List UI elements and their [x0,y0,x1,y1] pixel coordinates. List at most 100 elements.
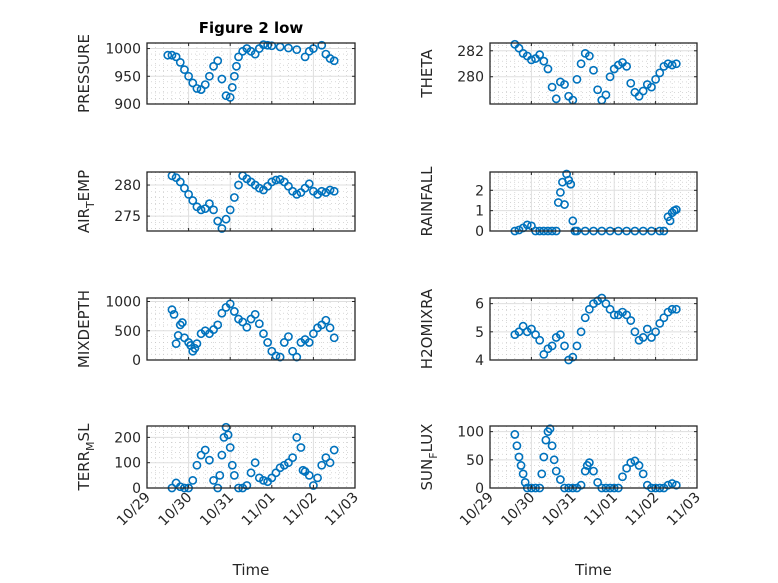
data-point [671,205,681,215]
axes-box [489,297,698,361]
axes-background [147,426,355,488]
y-tick-label: 500 [114,324,141,340]
data-point [522,220,532,230]
data-point [605,72,615,82]
data-point [539,56,549,66]
y-tick-label: 50 [466,453,484,469]
data-point [543,64,553,74]
data-point [267,177,277,187]
data-point [284,332,293,342]
data-point [329,445,339,455]
y-tick-label: 900 [114,97,141,113]
data-point [292,45,302,55]
data-point [234,52,243,62]
data-point [576,327,586,337]
data-point [626,458,636,468]
data-point [518,321,528,331]
data-point [196,205,206,215]
data-point [225,443,235,452]
data-point [204,455,214,465]
data-point [626,78,636,88]
data-point [225,205,235,215]
data-point [175,320,185,330]
subplot-theta: 280 282 THETA [418,39,698,105]
data-point [618,472,627,482]
data-point [200,445,210,455]
data-point [300,52,310,62]
data-point [180,183,189,193]
data-point [308,329,318,339]
data-point [512,441,522,451]
data-point [329,186,339,196]
data-point [647,333,656,342]
y-tick-label: 6 [475,297,484,313]
data-point [671,59,681,69]
axes-background [490,172,697,231]
y-tick-label: 0 [475,481,484,497]
data-point [229,193,239,202]
data-point [184,71,193,81]
data-point [329,333,339,343]
data-point [638,469,648,479]
data-point [209,205,218,215]
subplot-air_temp: 275 280 AIRTEMP [75,170,356,233]
data-point [634,91,644,101]
data-point [568,216,578,226]
x-tick-label: 10/31 [197,490,237,530]
x-tick-label: 11/03 [322,490,362,530]
data-point [321,315,331,325]
data-point [317,460,327,470]
data-point [232,61,241,71]
data-point [308,481,318,490]
data-point [622,61,632,71]
data-point [566,179,576,189]
data-point [576,59,586,69]
data-point [209,476,218,485]
data-point [560,80,569,89]
data-point [593,477,603,487]
data-point [227,82,237,92]
data-point [634,461,644,470]
data-point [238,317,248,327]
data-point [560,200,569,209]
data-point [296,443,306,452]
data-point [234,180,243,190]
data-point [267,473,277,483]
data-point [589,466,598,476]
data-point [325,185,335,195]
data-point [167,305,177,315]
data-point [535,335,545,345]
data-point [663,59,673,69]
data-point [325,458,335,468]
data-point [292,432,302,442]
subplot-rainfall: 0 1 2 RAINFALL [418,166,698,240]
y-axis-label: PRESSURE [75,34,93,113]
axes-box [489,425,698,489]
data-point [671,304,681,314]
y-tick-label: 0 [132,481,141,497]
data-point [215,470,225,480]
data-point [227,460,237,470]
data-point [642,324,652,334]
data-point [626,316,636,325]
data-point [667,60,677,70]
data-point [254,183,264,193]
data-point [200,80,210,89]
data-point [514,43,524,53]
data-point [304,179,314,189]
data-point [572,74,582,84]
data-point [514,225,524,235]
data-point [217,450,227,460]
data-point [667,304,677,314]
data-point [539,349,549,359]
data-point [177,318,187,327]
data-point [163,50,173,60]
data-point [555,187,565,197]
y-tick-label: 0 [475,224,484,240]
data-point [317,186,327,196]
y-tick-label: 2 [475,183,484,199]
data-point [667,479,677,488]
y-tick-label: 1000 [105,42,141,58]
